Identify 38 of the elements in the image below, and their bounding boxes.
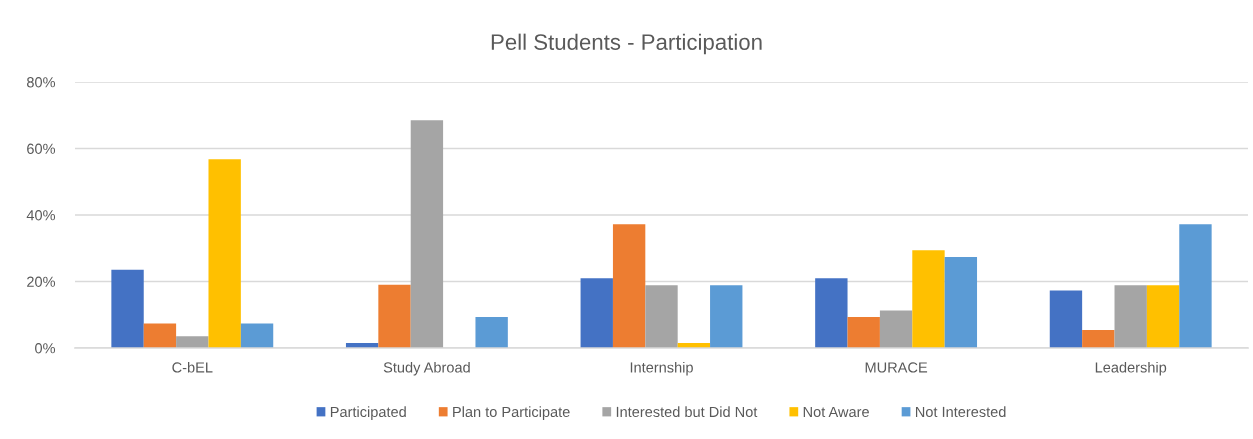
- chart-title: Pell Students - Participation: [491, 33, 762, 55]
- x-tick-label: Leadership: [1095, 361, 1167, 376]
- bar: [815, 278, 848, 348]
- bar: [645, 285, 678, 348]
- bar: [1114, 285, 1147, 348]
- x-tick-label: C-bEL: [172, 361, 213, 373]
- bar: [208, 159, 241, 348]
- bar: [176, 336, 209, 348]
- bar: [1146, 285, 1180, 348]
- bar: [710, 285, 743, 348]
- legend-label: Not Interested: [915, 406, 1006, 418]
- bar: [912, 250, 945, 348]
- y-tick-label: 80%: [27, 77, 56, 88]
- bar: [879, 310, 913, 348]
- y-tick-label: 0%: [35, 343, 56, 354]
- bar: [1082, 330, 1115, 348]
- y-tick-label: 20%: [27, 276, 56, 287]
- bar: [143, 323, 177, 348]
- x-tick-label: MURACE: [865, 362, 928, 373]
- bar: [612, 224, 646, 348]
- x-tick-label: Internship: [630, 361, 693, 376]
- bar: [410, 120, 444, 348]
- y-tick-label: 60%: [27, 143, 56, 154]
- bar: [240, 323, 274, 348]
- bar: [378, 284, 411, 348]
- bar: [475, 317, 508, 348]
- bar: [580, 278, 613, 348]
- bar: [944, 256, 978, 348]
- bar: [847, 317, 880, 348]
- bar: [111, 269, 144, 348]
- legend-label: Not Aware: [803, 406, 869, 418]
- y-tick-label: 40%: [26, 210, 56, 221]
- legend-label: Plan to Participate: [453, 406, 570, 420]
- legend-label: Participated: [330, 406, 406, 420]
- bar: [1049, 290, 1083, 348]
- x-tick-label: Study Abroad: [383, 361, 470, 376]
- legend-label: Interested but Did Not: [616, 406, 758, 418]
- bar: [1179, 224, 1212, 348]
